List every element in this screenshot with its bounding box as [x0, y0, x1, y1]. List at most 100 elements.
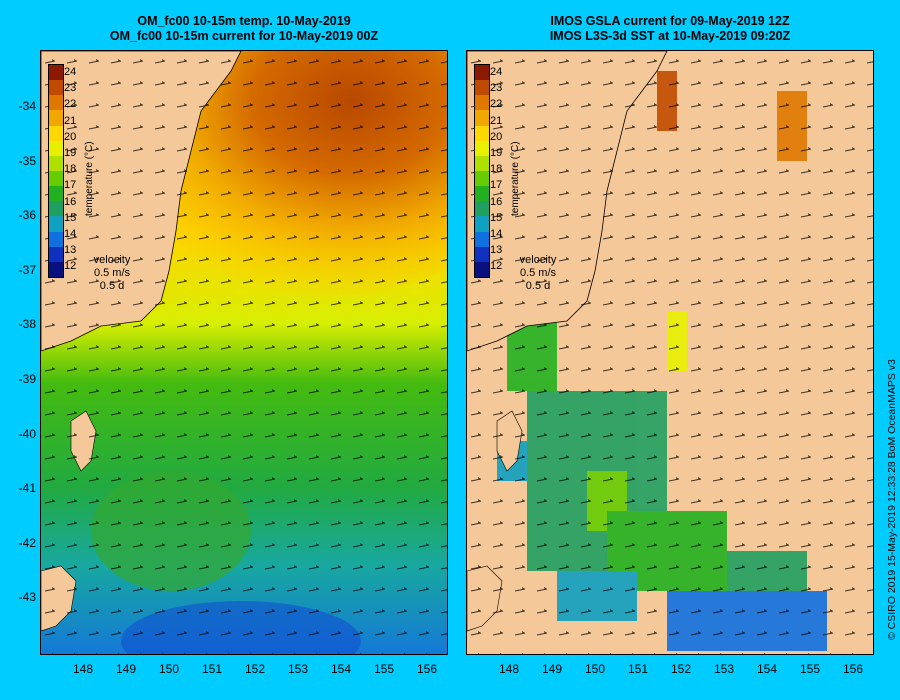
velocity-key-left: velocity 0.5 m/s 0.5 d — [82, 254, 142, 293]
colorbar-segment — [49, 80, 63, 96]
credit-text: © CSIRO 2019 15-May-2019 12:33:28 BoM Oc… — [886, 359, 898, 640]
colorbar-tick-label: 14 — [490, 228, 503, 240]
colorbar-tick-label: 23 — [490, 82, 503, 95]
right-panel-title: IMOS GSLA current for 09-May-2019 12Z IM… — [466, 14, 874, 44]
latitude-tick-label: -38 — [18, 317, 36, 332]
colorbar-tick-label: 23 — [64, 82, 77, 95]
colorbar-tick-label: 22 — [64, 98, 77, 111]
velocity-key-label: velocity — [519, 254, 557, 266]
colorbar-tick-label: 21 — [490, 114, 503, 127]
colorbar-segment — [49, 261, 63, 278]
longitude-tick-label: 154 — [330, 662, 352, 676]
colorbar-tick-label: 19 — [64, 147, 77, 159]
colorbar-segment — [475, 201, 489, 217]
colorbar-segment — [49, 186, 63, 202]
colorbar-segment — [49, 231, 63, 248]
colorbar-segment — [475, 186, 489, 202]
colorbar-tick-label: 16 — [64, 195, 77, 208]
latitude-tick-label: -39 — [18, 372, 36, 386]
longitude-tick-label: 153 — [713, 662, 735, 676]
colorbar-segment — [475, 65, 489, 81]
velocity-key-speed: 0.5 m/s — [93, 267, 131, 279]
colorbar-tick-label: 16 — [490, 195, 503, 208]
colorbar-segment — [475, 125, 489, 142]
colorbar-tick-label: 14 — [64, 228, 77, 240]
longitude-tick-label: 152 — [670, 662, 692, 676]
longitude-tick-label: 156 — [416, 662, 438, 676]
colorbar-tick-label: 20 — [64, 130, 77, 143]
longitude-tick-label: 150 — [158, 662, 180, 676]
left-panel-title: OM_fc00 10-15m temp. 10-May-2019 OM_fc00… — [40, 14, 448, 44]
colorbar-segment — [49, 216, 63, 233]
longitude-tick-label: 148 — [498, 662, 520, 676]
longitude-tick-label: 148 — [72, 662, 94, 676]
velocity-key-duration: 0.5 d — [525, 280, 551, 292]
colorbar-title-right: temperature (°C) — [510, 141, 521, 216]
colorbar-segment — [49, 155, 63, 172]
colorbar-tick-label: 13 — [490, 244, 503, 257]
colorbar-tick-label: 17 — [490, 179, 503, 192]
colorbar-segment — [475, 171, 489, 187]
colorbar-tick-label: 12 — [64, 260, 77, 273]
colorbar-tick-label: 22 — [490, 98, 503, 111]
right-title-line2: IMOS L3S-3d SST at 10-May-2019 09:20Z — [549, 29, 791, 43]
colorbar-tick-label: 15 — [490, 211, 503, 224]
latitude-tick-label: -37 — [18, 262, 36, 277]
latitude-tick-label: -43 — [18, 590, 36, 605]
colorbar-segment — [49, 125, 63, 142]
longitude-tick-label: 150 — [584, 662, 606, 676]
left-title-line2: OM_fc00 10-15m current for 10-May-2019 0… — [109, 29, 379, 43]
colorbar-segment — [475, 246, 489, 263]
colorbar-tick-label: 21 — [64, 114, 77, 127]
velocity-key-duration: 0.5 d — [99, 280, 125, 292]
temperature-colorbar-right — [474, 64, 490, 278]
colorbar-segment — [475, 110, 489, 127]
colorbar-segment — [49, 65, 63, 81]
right-title-line1: IMOS GSLA current for 09-May-2019 12Z — [550, 14, 790, 28]
longitude-tick-label: 152 — [244, 662, 266, 676]
longitude-tick-label: 149 — [541, 662, 563, 676]
colorbar-tick-label: 24 — [490, 66, 503, 78]
colorbar-tick-label: 18 — [64, 163, 77, 176]
temperature-colorbar-left — [48, 64, 64, 278]
latitude-tick-label: -36 — [18, 208, 36, 223]
latitude-tick-label: -34 — [18, 99, 36, 113]
longitude-tick-label: 149 — [115, 662, 137, 676]
longitude-tick-label: 153 — [287, 662, 309, 676]
velocity-key-label: velocity — [93, 254, 131, 266]
velocity-key-right: velocity 0.5 m/s 0.5 d — [508, 254, 568, 293]
latitude-tick-label: -42 — [18, 535, 36, 550]
colorbar-tick-label: 19 — [490, 147, 503, 159]
colorbar-tick-label: 13 — [64, 244, 77, 257]
latitude-tick-label: -35 — [18, 153, 36, 168]
colorbar-title-left: temperature (°C) — [84, 141, 95, 216]
left-title-line1: OM_fc00 10-15m temp. 10-May-2019 — [137, 14, 351, 28]
colorbar-segment — [475, 95, 489, 111]
colorbar-tick-label: 20 — [490, 130, 503, 143]
colorbar-segment — [49, 246, 63, 263]
colorbar-segment — [475, 231, 489, 248]
colorbar-segment — [475, 155, 489, 172]
colorbar-tick-label: 24 — [64, 66, 77, 78]
colorbar-tick-label: 15 — [64, 211, 77, 224]
model-temperature-map — [40, 50, 448, 655]
colorbar-segment — [475, 80, 489, 96]
velocity-key-speed: 0.5 m/s — [519, 267, 557, 279]
latitude-tick-label: -41 — [18, 481, 36, 496]
colorbar-segment — [475, 261, 489, 278]
colorbar-segment — [49, 140, 63, 157]
longitude-tick-label: 151 — [201, 662, 223, 676]
longitude-tick-label: 156 — [842, 662, 864, 676]
colorbar-segment — [475, 140, 489, 157]
longitude-tick-label: 155 — [373, 662, 395, 676]
longitude-tick-label: 154 — [756, 662, 778, 676]
colorbar-tick-label: 18 — [490, 163, 503, 176]
longitude-tick-label: 151 — [627, 662, 649, 676]
colorbar-segment — [49, 95, 63, 111]
colorbar-tick-label: 12 — [490, 260, 503, 273]
longitude-tick-label: 155 — [799, 662, 821, 676]
colorbar-segment — [49, 201, 63, 217]
colorbar-segment — [49, 171, 63, 187]
latitude-tick-label: -40 — [18, 426, 36, 441]
colorbar-segment — [475, 216, 489, 233]
